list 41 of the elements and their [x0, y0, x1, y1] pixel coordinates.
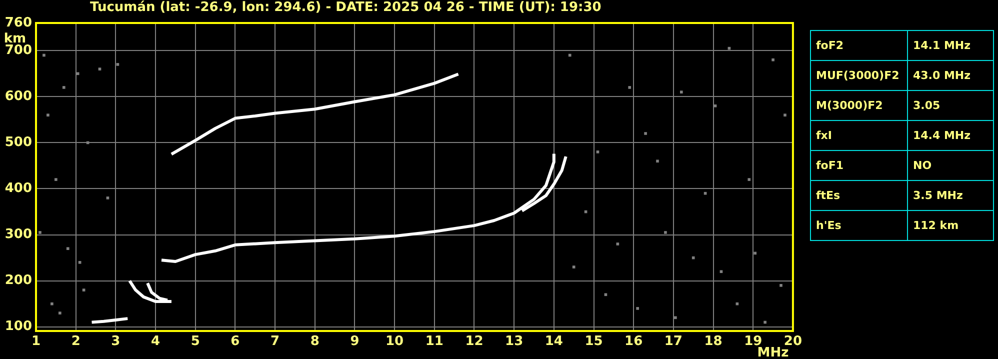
- x-tick-label: 9: [350, 334, 360, 350]
- x-tick-label: 2: [71, 334, 80, 350]
- x-tick-label: 1: [31, 334, 41, 350]
- y-tick-label: 700: [4, 43, 32, 58]
- y-tick-label: 200: [4, 273, 32, 288]
- x-tick-label: 7: [270, 334, 280, 350]
- y-tick-label: 400: [4, 181, 32, 196]
- text: 3.05: [908, 90, 994, 120]
- chart-title: Tucumán (lat: -26.9, lon: 294.6) - DATE: 2025 04 26 - TIME (UT): 19:30: [90, 0, 602, 15]
- text: 112 km: [908, 210, 994, 240]
- x-tick-label: 18: [704, 334, 722, 350]
- y-tick-label: 300: [4, 227, 32, 242]
- y-tick-label: 760: [4, 15, 32, 30]
- text: 43.0 MHz: [908, 60, 994, 90]
- text: ftEs: [810, 180, 908, 210]
- x-tick-label: 6: [230, 334, 240, 350]
- x-tick-label: 4: [150, 334, 160, 350]
- x-tick-label: 17: [664, 334, 682, 350]
- x-tick-label: 8: [310, 334, 320, 350]
- y-tick-label: 600: [4, 89, 32, 104]
- x-tick-label: 12: [465, 334, 484, 350]
- text: NO: [908, 150, 994, 180]
- text: 14.4 MHz: [908, 120, 994, 150]
- x-tick-label: 16: [624, 334, 643, 350]
- text: h'Es: [810, 210, 908, 240]
- text: 3.5 MHz: [908, 180, 994, 210]
- x-tick-label: 5: [190, 334, 200, 350]
- x-tick-label: 11: [425, 334, 444, 350]
- y-tick-label: 100: [4, 319, 32, 334]
- text: M(3000)F2: [810, 90, 908, 120]
- x-tick-label: 14: [544, 334, 563, 350]
- x-tick-label: 3: [111, 334, 120, 350]
- x-tick-label: 13: [505, 334, 524, 350]
- text: foF2: [810, 30, 908, 60]
- text: fxI: [810, 120, 908, 150]
- x-tick-label: 15: [584, 334, 603, 350]
- text: MUF(3000)F2: [810, 60, 908, 90]
- x-tick-label: 10: [386, 334, 404, 350]
- y-tick-label: 500: [4, 135, 32, 150]
- text: 14.1 MHz: [908, 30, 994, 60]
- text: foF1: [810, 150, 908, 180]
